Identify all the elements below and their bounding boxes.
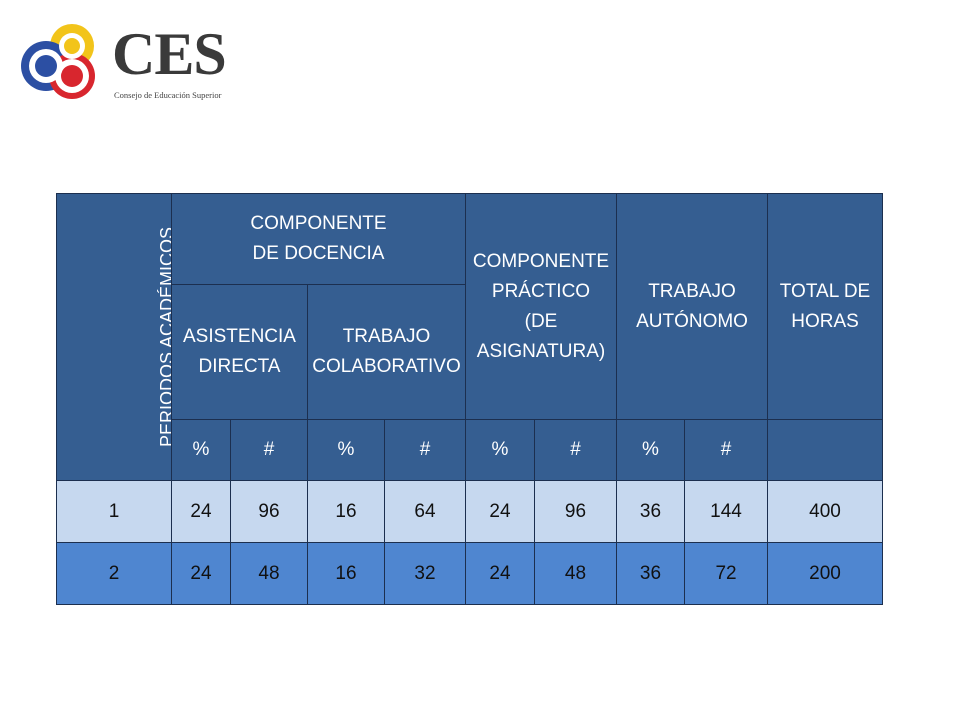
total-hours-header: TOTAL DE HORAS bbox=[767, 193, 884, 420]
table-cell: 2 bbox=[56, 542, 172, 605]
table-cell: 36 bbox=[616, 542, 685, 605]
unit-header: % bbox=[307, 419, 385, 481]
unit-header: % bbox=[465, 419, 535, 481]
ces-logo: CES Consejo de Educación Superior bbox=[14, 14, 227, 104]
table-cell: 400 bbox=[767, 480, 884, 543]
table-cell: 72 bbox=[683, 542, 769, 605]
logo-title: CES bbox=[112, 21, 227, 87]
table-cell: 96 bbox=[534, 480, 617, 543]
unit-header: # bbox=[384, 419, 466, 481]
unit-header: % bbox=[171, 419, 231, 481]
table-cell: 64 bbox=[384, 480, 466, 543]
logo-subtitle: Consejo de Educación Superior bbox=[114, 90, 222, 100]
unit-header: # bbox=[230, 419, 308, 481]
table-cell: 36 bbox=[616, 480, 685, 543]
table-cell: 24 bbox=[465, 480, 535, 543]
table-row: 2 24 48 16 32 24 48 36 72 200 bbox=[56, 542, 884, 605]
table-cell: 16 bbox=[307, 480, 385, 543]
ces-emblem-icon bbox=[21, 24, 95, 99]
table-cell: 144 bbox=[683, 480, 769, 543]
table-cell: 48 bbox=[534, 542, 617, 605]
docencia-header: COMPONENTE DE DOCENCIA bbox=[171, 193, 466, 285]
unit-header bbox=[767, 419, 884, 481]
table-cell: 48 bbox=[230, 542, 308, 605]
periods-header: PERIODOS ACADÉMICOS bbox=[56, 193, 172, 481]
unit-header: # bbox=[683, 419, 769, 481]
table-cell: 200 bbox=[767, 542, 884, 605]
table-cell: 24 bbox=[465, 542, 535, 605]
unit-header: # bbox=[534, 419, 617, 481]
periods-header-label: PERIODOS ACADÉMICOS bbox=[157, 226, 172, 447]
colaborativo-header: TRABAJO COLABORATIVO bbox=[307, 284, 466, 420]
autonomo-header: TRABAJO AUTÓNOMO bbox=[615, 193, 769, 420]
table-cell: 96 bbox=[230, 480, 308, 543]
table-cell: 16 bbox=[307, 542, 385, 605]
table-row: 1 24 96 16 64 24 96 36 144 400 bbox=[56, 480, 884, 543]
asistencia-header: ASISTENCIA DIRECTA bbox=[171, 284, 308, 420]
academic-hours-table: PERIODOS ACADÉMICOS COMPONENTE DE DOCENC… bbox=[56, 193, 884, 605]
practico-header: COMPONENTE PRÁCTICO (DE ASIGNATURA) bbox=[465, 193, 617, 420]
table-cell: 24 bbox=[171, 480, 231, 543]
table-cell: 32 bbox=[384, 542, 466, 605]
unit-header: % bbox=[616, 419, 685, 481]
table-cell: 1 bbox=[56, 480, 172, 543]
table-cell: 24 bbox=[171, 542, 231, 605]
